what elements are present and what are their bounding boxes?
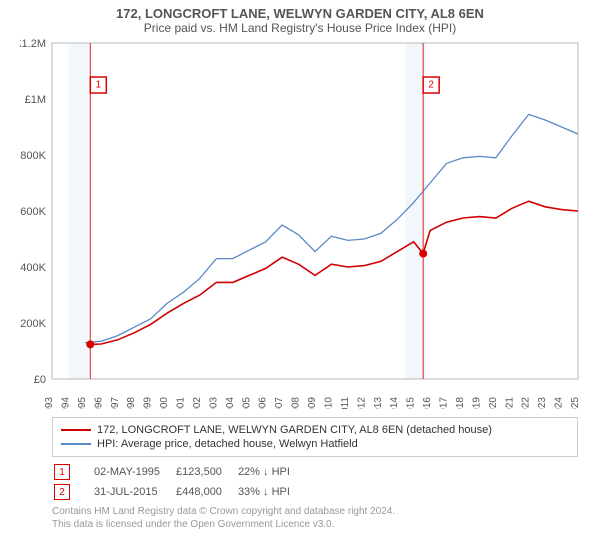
x-tick-label: 2002 <box>192 397 203 409</box>
x-tick-label: 2019 <box>471 397 482 409</box>
marker-number: 1 <box>96 80 102 91</box>
x-tick-label: 2017 <box>439 397 450 409</box>
page-subtitle: Price paid vs. HM Land Registry's House … <box>0 21 600 39</box>
x-tick-label: 1994 <box>60 397 71 409</box>
series-line <box>90 201 578 344</box>
marker-dot <box>419 250 427 258</box>
x-tick-label: 1993 <box>44 397 55 409</box>
legend-label: 172, LONGCROFT LANE, WELWYN GARDEN CITY,… <box>97 424 492 436</box>
y-tick-label: £400K <box>20 262 47 274</box>
legend-label: HPI: Average price, detached house, Welw… <box>97 438 358 450</box>
legend-swatch <box>61 443 91 445</box>
tx-date: 02-MAY-1995 <box>94 463 174 481</box>
x-tick-label: 1998 <box>126 397 137 409</box>
x-tick-label: 2024 <box>554 397 565 409</box>
x-tick-label: 1999 <box>143 397 154 409</box>
marker-dot <box>86 340 94 348</box>
x-tick-label: 2015 <box>406 397 417 409</box>
x-tick-label: 2022 <box>521 397 532 409</box>
x-tick-label: 2014 <box>389 397 400 409</box>
x-tick-label: 2006 <box>258 397 269 409</box>
x-tick-label: 2004 <box>225 397 236 409</box>
x-tick-label: 2003 <box>208 397 219 409</box>
y-tick-label: £800K <box>20 150 47 162</box>
x-tick-label: 2011 <box>340 397 351 409</box>
x-tick-label: 2012 <box>356 397 367 409</box>
footer-line-2: This data is licensed under the Open Gov… <box>52 518 578 531</box>
series-line <box>85 114 578 342</box>
legend-item: 172, LONGCROFT LANE, WELWYN GARDEN CITY,… <box>61 424 569 436</box>
tx-badge: 1 <box>54 464 70 480</box>
transactions-table: 1 02-MAY-1995£123,50022% ↓ HPI 2 31-JUL-201… <box>52 461 306 503</box>
tx-date: 31-JUL-2015 <box>94 483 174 501</box>
legend: 172, LONGCROFT LANE, WELWYN GARDEN CITY,… <box>52 417 578 457</box>
y-tick-label: £1.2M <box>20 39 46 50</box>
x-tick-label: 2016 <box>422 397 433 409</box>
chart-svg: £0 £200K £400K £600K £800K £1M £1.2M 1993 1994 19… <box>20 39 580 409</box>
footer-line-1: Contains HM Land Registry data © Crown c… <box>52 505 578 518</box>
x-tick-label: 2023 <box>537 397 548 409</box>
tx-price: £123,500 <box>176 463 236 481</box>
tx-badge: 2 <box>54 484 70 500</box>
x-tick-label: 2009 <box>307 397 318 409</box>
tx-price: £448,000 <box>176 483 236 501</box>
x-tick-label: 2001 <box>176 397 187 409</box>
x-tick-label: 2010 <box>323 397 334 409</box>
x-tick-label: 2005 <box>241 397 252 409</box>
chart-area: £0 £200K £400K £600K £800K £1M £1.2M 1993 1994 19… <box>20 39 580 409</box>
page-title: 172, LONGCROFT LANE, WELWYN GARDEN CITY,… <box>0 0 600 21</box>
x-tick-label: 2025 <box>570 397 580 409</box>
x-tick-label: 2007 <box>274 397 285 409</box>
tx-diff: 22% ↓ HPI <box>238 463 304 481</box>
marker-number: 2 <box>428 80 434 91</box>
x-tick-label: 2021 <box>504 397 515 409</box>
x-tick-label: 1995 <box>77 397 88 409</box>
x-tick-label: 2013 <box>373 397 384 409</box>
y-tick-label: £0 <box>34 374 46 386</box>
x-tick-label: 2000 <box>159 397 170 409</box>
x-tick-label: 1996 <box>93 397 104 409</box>
y-tick-label: £1M <box>25 94 46 106</box>
x-tick-label: 2020 <box>488 397 499 409</box>
legend-swatch <box>61 429 91 431</box>
footer: Contains HM Land Registry data © Crown c… <box>52 505 578 531</box>
transaction-row: 2 31-JUL-2015£448,00033% ↓ HPI <box>54 483 304 501</box>
legend-item: HPI: Average price, detached house, Welw… <box>61 438 569 450</box>
x-tick-label: 1997 <box>110 397 121 409</box>
y-tick-label: £600K <box>20 206 47 218</box>
x-tick-label: 2008 <box>291 397 302 409</box>
transaction-row: 1 02-MAY-1995£123,50022% ↓ HPI <box>54 463 304 481</box>
y-tick-label: £200K <box>20 318 47 330</box>
x-tick-label: 2018 <box>455 397 466 409</box>
tx-diff: 33% ↓ HPI <box>238 483 304 501</box>
